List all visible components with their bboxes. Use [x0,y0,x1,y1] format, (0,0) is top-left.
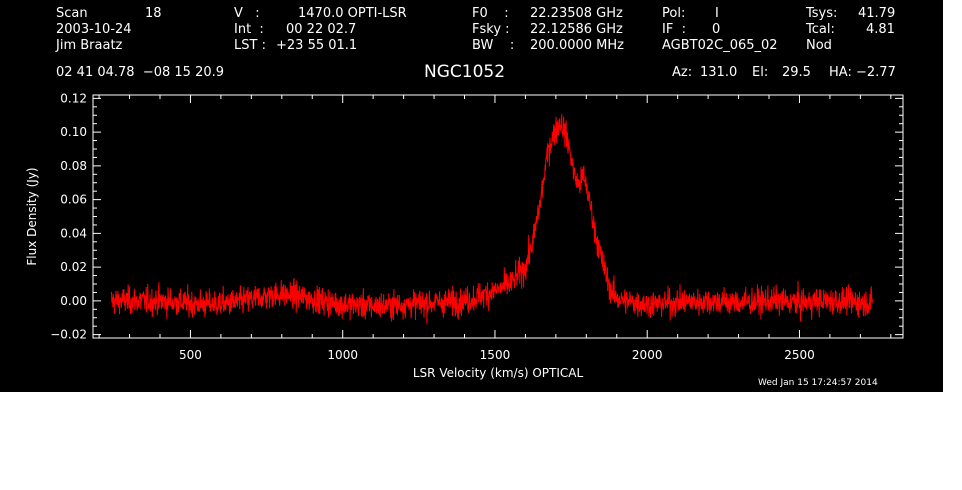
x-tick-label: 2500 [784,348,815,362]
plot-timestamp: Wed Jan 15 17:24:57 2014 [758,378,878,388]
tcal-value: 4.81 [866,22,895,37]
velocity-value: 1470.0 OPTI-LSR [298,6,407,21]
velocity-label: V : [234,6,260,21]
y-tick-label: 0.04 [60,226,87,240]
observation-date: 2003-10-24 [56,22,132,37]
tsys-value: 41.79 [858,6,896,21]
scan-value: 18 [145,6,162,21]
tsys-label: Tsys: [806,6,838,21]
x-tick-label: 1000 [327,348,358,362]
spectrum-chart: 500 1000 1500 2000 2500 −0.02 0.00 0.02 0.04 0.06… [25,91,904,380]
polarization-value: I [715,6,719,21]
y-tick-label: 0.06 [60,193,87,207]
fsky-value: 22.12586 GHz [530,22,623,37]
y-tick-label: −0.02 [50,328,87,342]
y-tick-label: 0.08 [60,159,87,173]
scan-label: Scan [56,6,88,21]
tcal-label: Tcal: [806,22,835,37]
elevation-value: 29.5 [782,65,811,80]
plot-panel: Scan 18 2003-10-24 Jim Braatz V : 1470.0… [0,0,943,392]
y-tick-label: 0.10 [60,125,87,139]
if-label: IF : [662,22,686,37]
x-axis-label: LSR Velocity (km/s) OPTICAL [413,366,584,380]
x-tick-label: 1500 [480,348,511,362]
fsky-label: Fsky : [472,22,510,37]
y-tick-label: 0.12 [60,91,87,105]
azimuth-label: Az: [672,65,693,80]
if-value: 0 [712,22,721,37]
f0-value: 22.23508 GHz [530,6,623,21]
azimuth-value: 131.0 [700,65,738,80]
y-axis-label: Flux Density (Jy) [25,167,39,265]
y-tick-label: 0.02 [60,260,87,274]
polarization-label: Pol: [662,6,686,21]
source-coordinates: 02 41 04.78 −08 15 20.9 [56,65,225,80]
f0-label: F0 : [472,6,509,21]
hour-angle-value: −2.77 [856,65,896,80]
bandwidth-value: 200.0000 MHz [530,38,624,53]
spectrum-series-line [110,113,873,325]
elevation-label: El: [752,65,769,80]
integration-label: Int : [234,22,264,37]
y-tick-label: 0.00 [60,294,87,308]
project-id: AGBT02C_065_02 [662,38,778,53]
lst-label: LST : [234,38,266,53]
x-tick-label: 2000 [632,348,663,362]
integration-value: 00 22 02.7 [286,22,357,37]
hour-angle-label: HA: [829,65,852,80]
source-title: NGC1052 [424,62,506,82]
x-tick-label: 500 [179,348,202,362]
procedure-name: Nod [806,38,832,53]
observer-name: Jim Braatz [56,38,123,53]
bandwidth-label: BW : [472,38,515,53]
lst-value: +23 55 01.1 [276,38,358,53]
